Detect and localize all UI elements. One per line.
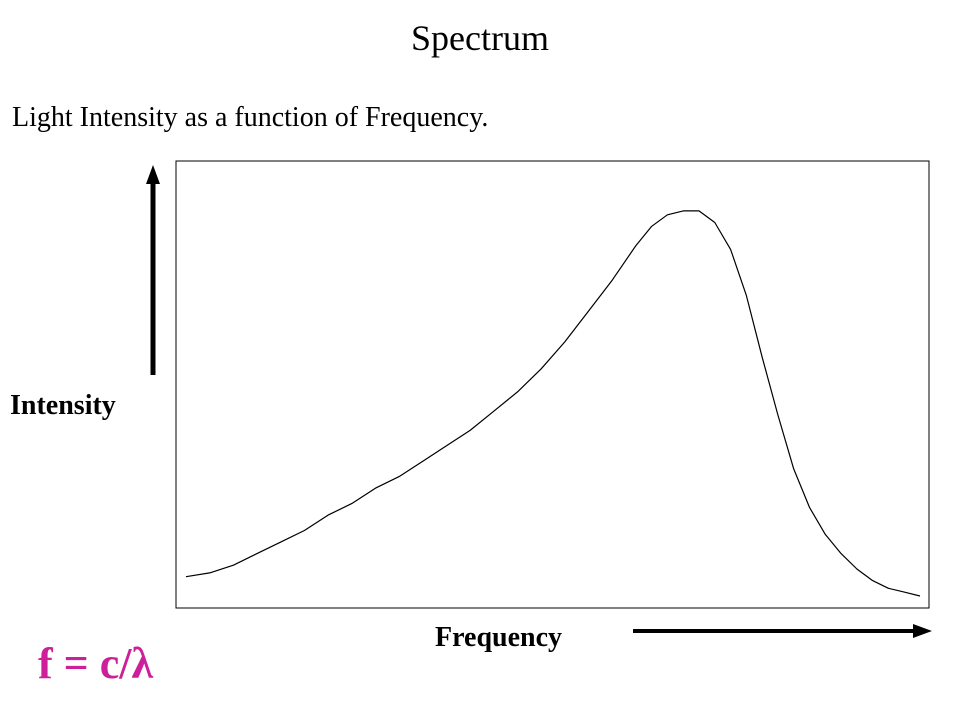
frequency-arrow-head [913,624,932,638]
x-axis-label: Frequency [435,622,563,653]
spectrum-curve [185,210,921,597]
subtitle: Light Intensity as a function of Frequen… [12,102,489,133]
formula: f = c/λ [38,639,154,688]
y-axis-label: Intensity [10,390,116,421]
page-title: Spectrum [411,18,549,58]
intensity-arrow-head [146,165,160,184]
plot-frame [175,160,930,609]
